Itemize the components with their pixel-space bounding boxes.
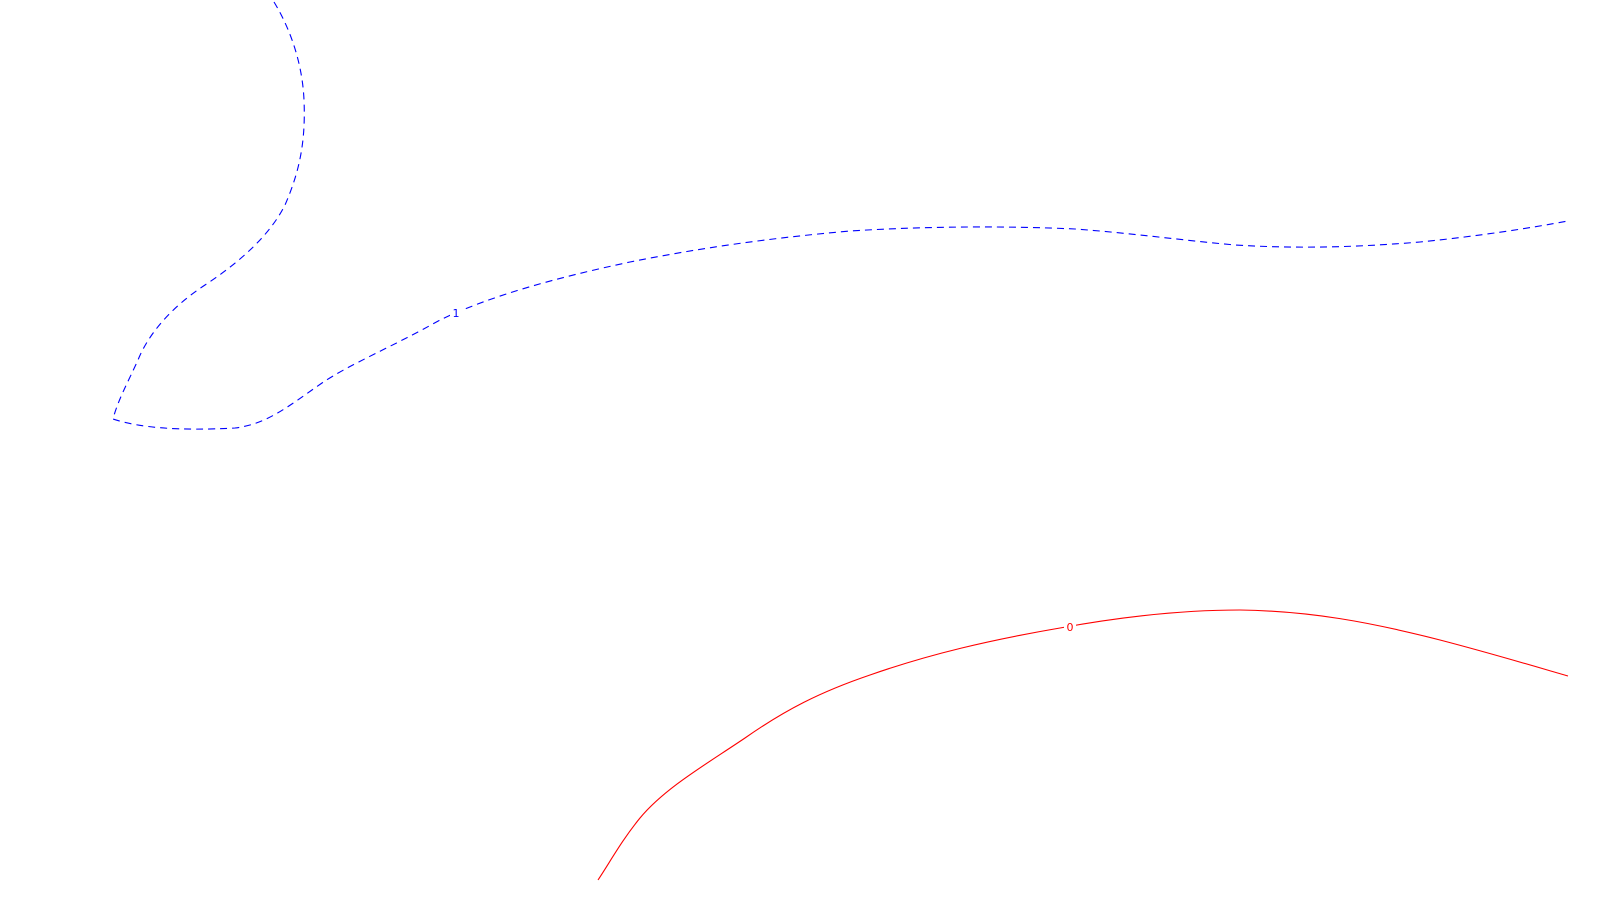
contour-0-label-bg	[1064, 620, 1076, 633]
contour-0-line	[597, 609, 1569, 881]
contour-1-label: 1	[453, 307, 460, 320]
contour-0-label: 0	[1067, 621, 1074, 634]
contour-0: 0	[597, 609, 1569, 881]
contour-1: 1	[112, 1, 1569, 430]
contour-1-line	[112, 1, 1569, 430]
contour-1-label-bg	[450, 307, 462, 320]
